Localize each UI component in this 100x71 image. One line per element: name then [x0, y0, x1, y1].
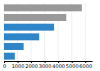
- bar: [4, 4, 82, 11]
- grid-line: [31, 3, 32, 61]
- grid-line: [17, 3, 18, 61]
- grid-line: [58, 3, 59, 61]
- x-tick-label: 0: [3, 63, 6, 69]
- grid-line: [71, 3, 72, 61]
- chart: 0 100020003000400050006000: [0, 0, 100, 71]
- grid-line: [4, 3, 5, 61]
- x-tick: 2000: [25, 61, 38, 69]
- x-tick: 5000: [66, 61, 79, 69]
- grid-line: [85, 3, 86, 61]
- x-tick: 4000: [52, 61, 65, 69]
- x-tick-label: 5000: [66, 63, 79, 69]
- x-axis: 0 100020003000400050006000: [3, 61, 93, 69]
- bar: [4, 14, 66, 21]
- bar: [4, 53, 15, 60]
- x-tick-label: 4000: [52, 63, 65, 69]
- bar: [4, 24, 54, 31]
- bar: [4, 43, 24, 50]
- x-tick: 1000: [12, 61, 25, 69]
- bars: [4, 4, 82, 59]
- x-tick: 0: [3, 61, 6, 69]
- x-tick-label: 3000: [39, 63, 52, 69]
- x-tick: 6000: [79, 61, 92, 69]
- x-tick-label: 6000: [79, 63, 92, 69]
- x-tick: 3000: [39, 61, 52, 69]
- bar: [4, 33, 39, 40]
- x-tick-label: 1000: [12, 63, 25, 69]
- grid: [4, 3, 85, 61]
- x-tick-label: 2000: [25, 63, 38, 69]
- plot: 0 100020003000400050006000: [3, 3, 93, 69]
- grid-line: [44, 3, 45, 61]
